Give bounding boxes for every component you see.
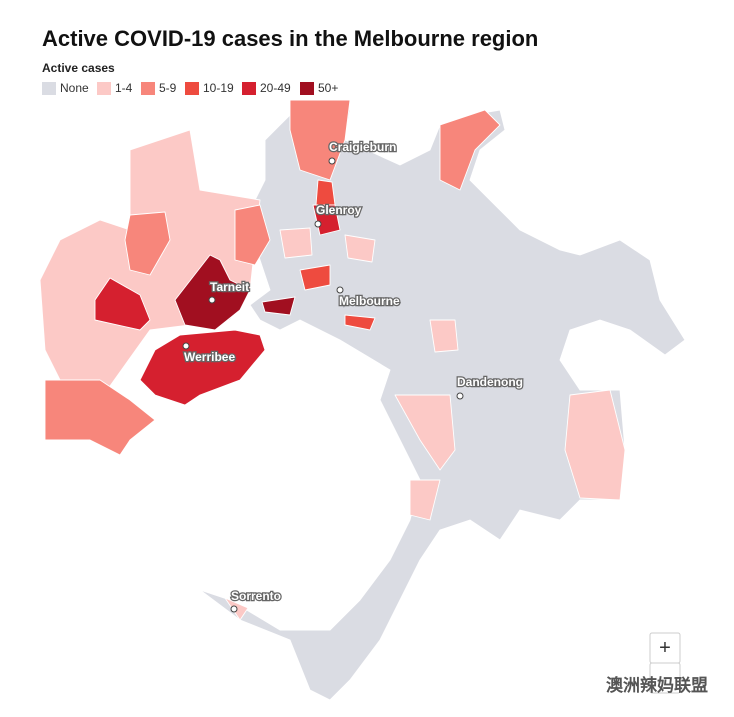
legend-label: None	[60, 81, 89, 95]
legend-swatch	[42, 82, 56, 95]
place-labels: Craigieburn Glenroy Tarneit Melbourne We…	[182, 139, 524, 613]
zoom-in-label: +	[659, 637, 671, 659]
region	[409, 479, 441, 521]
map	[39, 99, 686, 701]
place-label: Melbourne	[339, 294, 400, 308]
place-label: Tarneit	[210, 280, 249, 294]
legend-label: 20-49	[260, 81, 291, 95]
legend-label: 1-4	[115, 81, 133, 95]
legend-swatch	[97, 82, 111, 95]
region	[394, 394, 456, 471]
place-dot	[314, 220, 322, 228]
region	[315, 179, 336, 206]
legend-label: 10-19	[203, 81, 234, 95]
zoom-control[interactable]: +	[649, 632, 681, 694]
place-label: Glenroy	[316, 203, 362, 217]
zoom-out-button[interactable]	[649, 662, 681, 694]
legend-swatch	[300, 82, 314, 95]
region	[94, 277, 151, 331]
region	[139, 329, 266, 406]
map-title: Active COVID-19 cases in the Melbourne r…	[42, 26, 538, 51]
legend-label: 50+	[318, 81, 338, 95]
legend-label: 5-9	[159, 81, 177, 95]
region	[174, 254, 251, 331]
legend-swatch	[141, 82, 155, 95]
region	[344, 314, 376, 331]
place-dot	[182, 342, 190, 350]
place-label: Werribee	[184, 350, 235, 364]
region	[279, 227, 313, 259]
legend-title: Active cases	[42, 61, 115, 75]
legend-swatch	[185, 82, 199, 95]
region	[261, 296, 296, 316]
region	[564, 389, 626, 501]
place-dot	[456, 392, 464, 400]
place-dot	[336, 286, 344, 294]
region	[44, 379, 156, 456]
place-dot	[208, 296, 216, 304]
region	[344, 234, 376, 263]
place-label: Dandenong	[457, 375, 523, 389]
region	[299, 264, 331, 291]
place-label: Sorrento	[231, 589, 281, 603]
legend-swatch	[242, 82, 256, 95]
legend: None 1-4 5-9 10-19 20-49 50+	[42, 81, 338, 95]
watermark: 澳洲辣妈联盟	[606, 675, 708, 695]
region	[429, 319, 459, 353]
place-dot	[328, 157, 336, 165]
place-dot	[230, 605, 238, 613]
region	[439, 109, 501, 191]
region	[124, 211, 171, 276]
place-label: Craigieburn	[329, 140, 396, 154]
region	[234, 204, 271, 266]
